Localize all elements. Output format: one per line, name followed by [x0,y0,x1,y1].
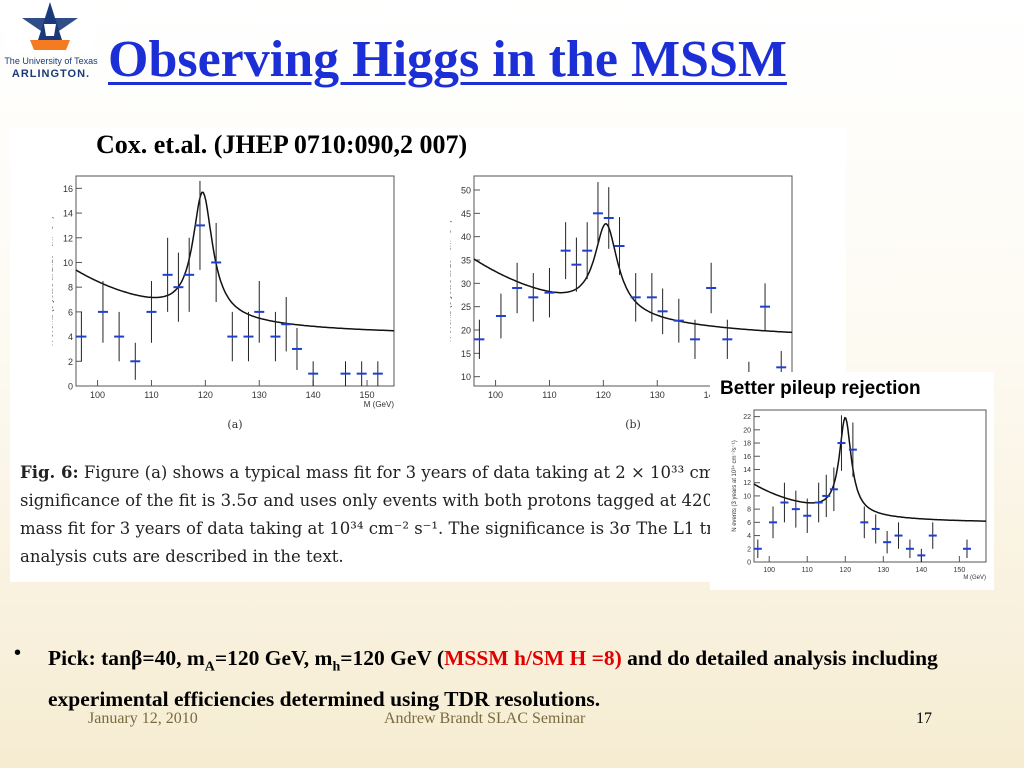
y-tick-label: 20 [743,427,751,434]
inset-panel: Better pileup rejection 100 110 120 130 140 1… [710,372,994,590]
x-tick-label: 120 [198,390,213,400]
y-tick-label: 35 [461,256,471,266]
slide-title[interactable]: Observing Higgs in the MSSM [108,31,787,88]
x-tick-label: 110 [542,390,556,400]
x-tick-label: 120 [839,567,851,574]
x-tick-label: 150 [954,567,966,574]
bullet-part: and do detailed analysis including exper… [48,646,938,712]
figure-panel: Cox. et.al. (JHEP 0710:090,2 007) 100 110… [10,128,846,582]
x-tick-label: 130 [877,567,889,574]
caption-text: mass fit for 3 years of data taking at 1… [20,519,720,538]
inset-title: Better pileup rejection [720,378,921,399]
y-tick-label: 18 [743,441,751,448]
fit-curve [753,416,986,522]
footer-page-number: 17 [916,710,932,727]
bullet-part: Pick: tanβ=40, m [48,646,205,670]
figure-caption: Fig. 6: Figure (a) shows a typical mass … [20,459,720,571]
x-tick-label: 100 [90,390,105,400]
y-tick-label: 16 [743,454,751,461]
x-axis-label: M (GeV) [364,400,395,409]
x-tick-label: 110 [802,567,813,574]
y-tick-label: 20 [461,326,471,336]
bullet-text: Pick: tanβ=40, mA=120 GeV, mh=120 GeV (M… [48,642,1018,716]
y-tick-label: 15 [461,349,471,359]
y-tick-label: 8 [747,507,751,514]
y-tick-label: 2 [68,357,73,367]
y-tick-label: 30 [461,279,471,289]
y-tick-label: 10 [743,493,751,500]
x-tick-label: 120 [596,390,611,400]
y-tick-label: 12 [743,480,751,487]
x-tick-label: 100 [763,567,775,574]
caption-text: analysis cuts are described in the text. [20,547,344,566]
bullet-sub: h [332,659,341,675]
caption-lead: Fig. 6: [20,463,79,482]
panel-label: (a) [227,418,242,431]
caption-line: analysis cuts are described in the text. [20,543,720,571]
x-tick-label: 150 [360,390,375,400]
footer-presenter: Andrew Brandt SLAC Seminar [384,710,586,727]
y-axis-label: N events (3 years at 10³⁴ cm⁻²s⁻¹) [450,220,453,342]
x-tick-label: 140 [916,567,928,574]
plot-frame [753,409,987,563]
logo-text-line2: ARLINGTON. [11,68,91,80]
bullet-part: =120 GeV ( [340,646,445,670]
plot-c: 100 110 120 130 140 150 0 2 4 6 8 10 12 14 16 18 20 22 M (… [731,409,987,581]
y-tick-label: 14 [743,467,751,474]
y-axis-label: N events (3 years at 10³⁴ cm⁻²s⁻¹) [731,440,738,532]
y-tick-label: 45 [461,209,471,219]
logo-text-line1: The University of Texas [4,56,98,66]
y-tick-label: 4 [747,533,751,540]
citation: Cox. et.al. (JHEP 0710:090,2 007) [96,130,468,159]
x-axis-label: M (GeV) [963,575,986,581]
x-tick-label: 130 [650,390,665,400]
fit-curve [473,223,793,334]
y-tick-label: 10 [63,258,73,268]
y-tick-label: 2 [747,546,751,553]
y-tick-label: 6 [747,520,751,527]
y-tick-label: 25 [461,302,471,312]
plot-frame [75,175,395,387]
caption-text: Figure (a) shows a typical mass fit for … [78,463,720,482]
caption-line: Fig. 6: Figure (a) shows a typical mass … [20,459,720,487]
caption-text: significance of the fit is 3.5σ and uses… [20,491,720,510]
y-tick-label: 4 [68,332,73,342]
y-axis-label: N events (3 years at 2x10³³ cm⁻²s⁻¹) [52,216,55,346]
x-tick-label: 140 [306,390,321,400]
footer-date: January 12, 2010 [88,710,198,727]
bullet-sub: A [204,659,215,675]
plot-frame [473,175,793,387]
y-tick-label: 50 [461,186,471,196]
bullet-part: =120 GeV, m [214,646,333,670]
fit-curve [75,191,394,332]
x-tick-label: 130 [252,390,267,400]
y-tick-label: 12 [63,233,73,243]
bullet-highlight: MSSM h/SM H =8) [444,646,622,670]
y-tick-label: 40 [461,232,471,242]
y-tick-label: 0 [747,560,751,567]
y-tick-label: 14 [63,209,73,219]
y-tick-label: 0 [68,382,73,392]
bullet-icon: • [14,642,22,664]
caption-line: mass fit for 3 years of data taking at 1… [20,515,720,543]
y-tick-label: 8 [68,283,73,293]
plot-a: 100 110 120 130 140 150 0 2 4 6 8 10 12 14 16 M (GeV) N … [52,175,395,431]
ut-arlington-star-icon [6,2,94,54]
caption-line: significance of the fit is 3.5σ and uses… [20,487,720,515]
x-tick-label: 110 [144,390,158,400]
y-tick-label: 6 [68,307,73,317]
panel-label: (b) [625,418,641,431]
x-tick-label: 100 [488,390,503,400]
y-tick-label: 16 [63,184,73,194]
university-logo: The University of Texas ARLINGTON. [0,0,100,88]
y-tick-label: 22 [743,414,751,421]
y-tick-label: 10 [461,372,471,382]
